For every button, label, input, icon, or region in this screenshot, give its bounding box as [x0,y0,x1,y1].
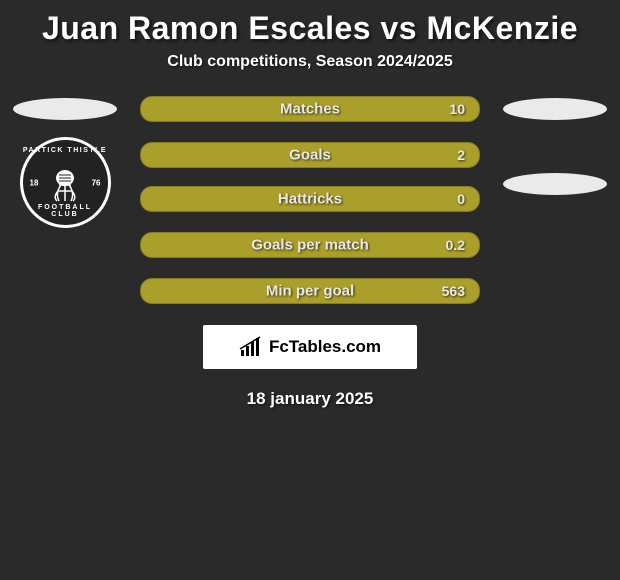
stat-bar: Goals per match 0.2 [140,233,480,257]
badge-year-right: 76 [92,178,101,187]
bar-label: Goals per match [251,237,369,254]
left-side [10,187,120,211]
stat-row: Goals per match 0.2 [0,233,620,257]
bar-label: Goals [289,147,331,164]
stat-row: Hattricks 0 [0,187,620,211]
stat-bar: Min per goal 563 [140,279,480,303]
brand-text: FcTables.com [269,337,381,357]
right-side [500,233,610,257]
bar-chart-icon [239,336,265,358]
bar-value: 0 [457,191,465,207]
date-text: 18 january 2025 [0,389,620,409]
stat-row: Min per goal 563 [0,279,620,303]
bar-label: Min per goal [266,283,354,300]
bar-value: 563 [442,283,465,299]
bar-value: 10 [449,101,465,117]
bar-fill: Matches 10 [140,96,480,122]
badge-top-text: PARTICK THISTLE [23,147,108,154]
stat-bar: Goals 2 [140,143,480,167]
left-side [10,279,120,303]
bar-value: 2 [457,147,465,163]
bar-label: Matches [280,101,340,118]
left-side [10,233,120,257]
placeholder-ellipse [503,98,607,120]
brand-box[interactable]: FcTables.com [203,325,417,369]
stat-row: Matches 10 [0,97,620,121]
badge-year-left: 18 [30,178,39,187]
right-side [500,279,610,303]
placeholder-ellipse [13,98,117,120]
bar-fill: Goals 2 [140,142,480,168]
subtitle: Club competitions, Season 2024/2025 [0,53,620,71]
stats-bars: Matches 10 PARTICK THISTLE FOOTBALL CLUB… [0,97,620,303]
bar-fill: Min per goal 563 [140,278,480,304]
page-title: Juan Ramon Escales vs McKenzie [0,0,620,53]
stat-bar: Matches 10 [140,97,480,121]
bar-fill: Hattricks 0 [140,186,480,212]
bar-fill: Goals per match 0.2 [140,232,480,258]
left-side [10,97,120,121]
stat-bar: Hattricks 0 [140,187,480,211]
right-side [500,97,610,121]
right-side [500,187,610,211]
bar-value: 0.2 [446,237,465,253]
bar-label: Hattricks [278,191,342,208]
team-badge-partick-thistle: PARTICK THISTLE FOOTBALL CLUB 18 76 [20,137,111,228]
